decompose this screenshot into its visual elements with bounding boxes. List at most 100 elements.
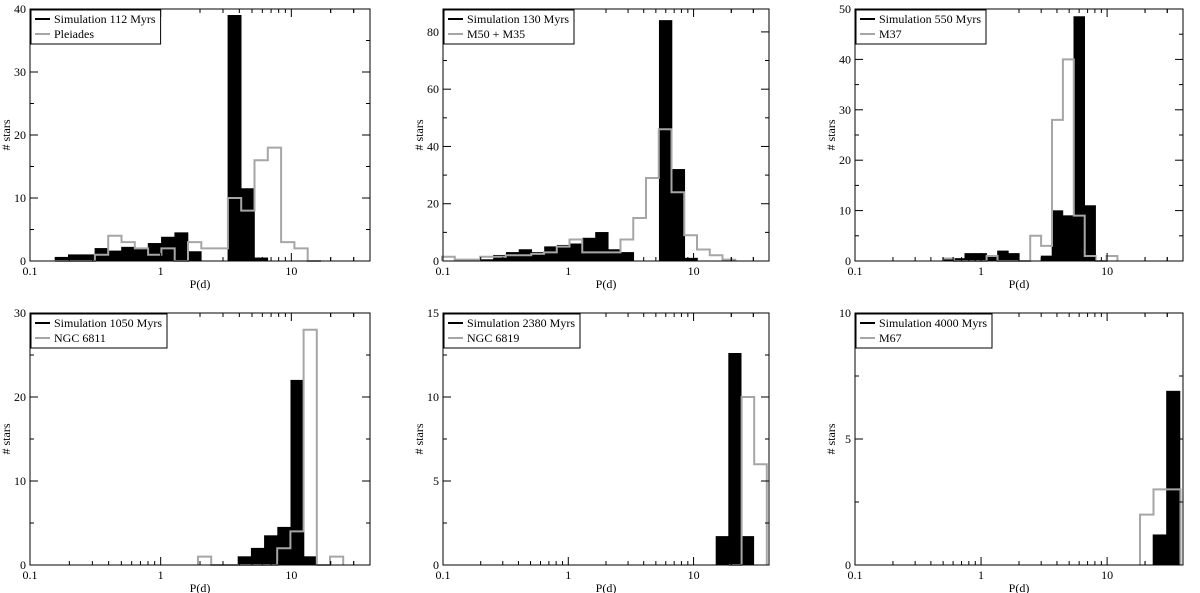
legend-entry: NGC 6819	[467, 331, 519, 345]
y-tick-label: 0	[845, 558, 851, 572]
y-tick-label: 10	[839, 204, 851, 218]
x-axis-label: P(d)	[1009, 581, 1030, 593]
legend-entry: Simulation 2380 Myrs	[467, 316, 575, 330]
simulation-bar	[964, 253, 976, 262]
y-tick-label: 0	[20, 254, 26, 268]
y-tick-label: 5	[845, 432, 851, 446]
x-tick-label: 10	[1101, 568, 1113, 582]
y-tick-label: 10	[14, 191, 26, 205]
legend-entry: M50 + M35	[467, 27, 525, 41]
x-tick-label: 1	[158, 568, 164, 582]
simulation-bar	[997, 250, 1009, 262]
simulation-bar	[227, 15, 242, 262]
observed-step-line	[1139, 488, 1182, 565]
simulation-bar	[607, 249, 622, 262]
simulation-bar	[505, 252, 520, 262]
histogram-panel-1: 0.1 1 10 0 10 20 30 40 P(d) # stars Simulation 112…	[0, 2, 371, 291]
plot-frame	[29, 8, 371, 262]
x-tick-label: 1	[158, 264, 164, 278]
y-tick-label: 10	[14, 474, 26, 488]
y-tick-label: 40	[839, 52, 851, 66]
simulation-bar	[671, 169, 686, 262]
plot-frame	[442, 8, 770, 262]
simulation-bar	[1040, 255, 1053, 262]
legend-entry: M67	[879, 331, 902, 345]
simulation-bar	[277, 526, 292, 566]
y-tick-label: 30	[839, 103, 851, 117]
simulation-bar	[1166, 390, 1181, 566]
simulation-bar	[595, 232, 609, 262]
x-tick-label: 10	[285, 568, 297, 582]
x-tick-label: 1	[978, 568, 984, 582]
x-tick-label: 10	[688, 568, 700, 582]
x-tick-label: 10	[285, 264, 297, 278]
y-tick-label: 30	[14, 306, 26, 320]
simulation-bar	[1084, 205, 1096, 262]
x-axis-label: P(d)	[596, 277, 617, 291]
observed-step-line	[55, 146, 321, 262]
y-tick-label: 40	[427, 139, 439, 153]
simulation-bar	[544, 246, 558, 262]
legend-entry: M37	[879, 27, 902, 41]
y-tick-label: 30	[14, 65, 26, 79]
simulation-bar	[1008, 253, 1020, 262]
y-tick-label: 50	[839, 2, 851, 16]
x-tick-label: 10	[1101, 264, 1113, 278]
legend-box	[855, 9, 987, 45]
x-tick-label: 10	[688, 264, 700, 278]
simulation-bar	[264, 535, 278, 566]
y-tick-label: 40	[14, 2, 26, 16]
x-tick-label: 0.1	[23, 568, 38, 582]
simulation-bar	[1152, 534, 1167, 566]
plot-frame	[29, 312, 371, 566]
legend-entry: Simulation 4000 Myrs	[879, 316, 987, 330]
simulation-bar	[1062, 215, 1075, 262]
x-tick-label: 0.1	[848, 568, 863, 582]
x-tick-label: 0.1	[23, 264, 38, 278]
y-tick-label: 0	[20, 558, 26, 572]
legend-entry: Simulation 112 Myrs	[54, 12, 156, 26]
y-tick-label: 0	[433, 254, 439, 268]
y-tick-label: 15	[427, 306, 439, 320]
simulation-bar	[174, 232, 189, 262]
observed-step-line	[197, 328, 345, 566]
y-tick-label: 80	[427, 25, 439, 39]
observed-step-line	[441, 128, 737, 261]
plot-frame	[854, 8, 1184, 262]
plot-frame	[442, 312, 770, 566]
x-axis-label: P(d)	[1009, 277, 1030, 291]
histogram-panel-4: 0.1 1 10 0 10 20 30 P(d) # stars Simulation 1050 …	[0, 306, 371, 593]
simulation-bar	[582, 237, 596, 262]
simulation-bar	[658, 20, 673, 262]
y-axis-label: # stars	[412, 119, 426, 150]
legend-box	[443, 313, 581, 349]
legend-entry: Simulation 1050 Myrs	[54, 316, 162, 330]
x-tick-label: 0.1	[848, 264, 863, 278]
legend-entry: Simulation 550 Myrs	[879, 12, 981, 26]
simulation-bar	[237, 556, 252, 566]
x-tick-label: 1	[978, 264, 984, 278]
y-tick-label: 0	[433, 558, 439, 572]
simulation-bar	[715, 536, 729, 566]
x-tick-label: 0.1	[436, 264, 451, 278]
y-tick-label: 60	[427, 82, 439, 96]
histogram-panel-3: 0.1 1 10 0 10 20 30 40 50 P(d) # stars Simulation 5…	[824, 2, 1184, 291]
legend-box	[855, 313, 993, 349]
legend-entry: NGC 6811	[54, 331, 106, 345]
y-axis-label: # stars	[824, 119, 838, 150]
simulation-bar	[107, 250, 122, 262]
simulation-bar	[1051, 210, 1064, 262]
simulation-bar	[290, 379, 305, 566]
legend-box	[30, 9, 162, 45]
simulation-bar	[620, 252, 635, 262]
simulation-bar	[240, 188, 255, 262]
y-tick-label: 20	[427, 197, 439, 211]
simulation-bar	[121, 246, 136, 262]
y-tick-label: 20	[14, 128, 26, 142]
